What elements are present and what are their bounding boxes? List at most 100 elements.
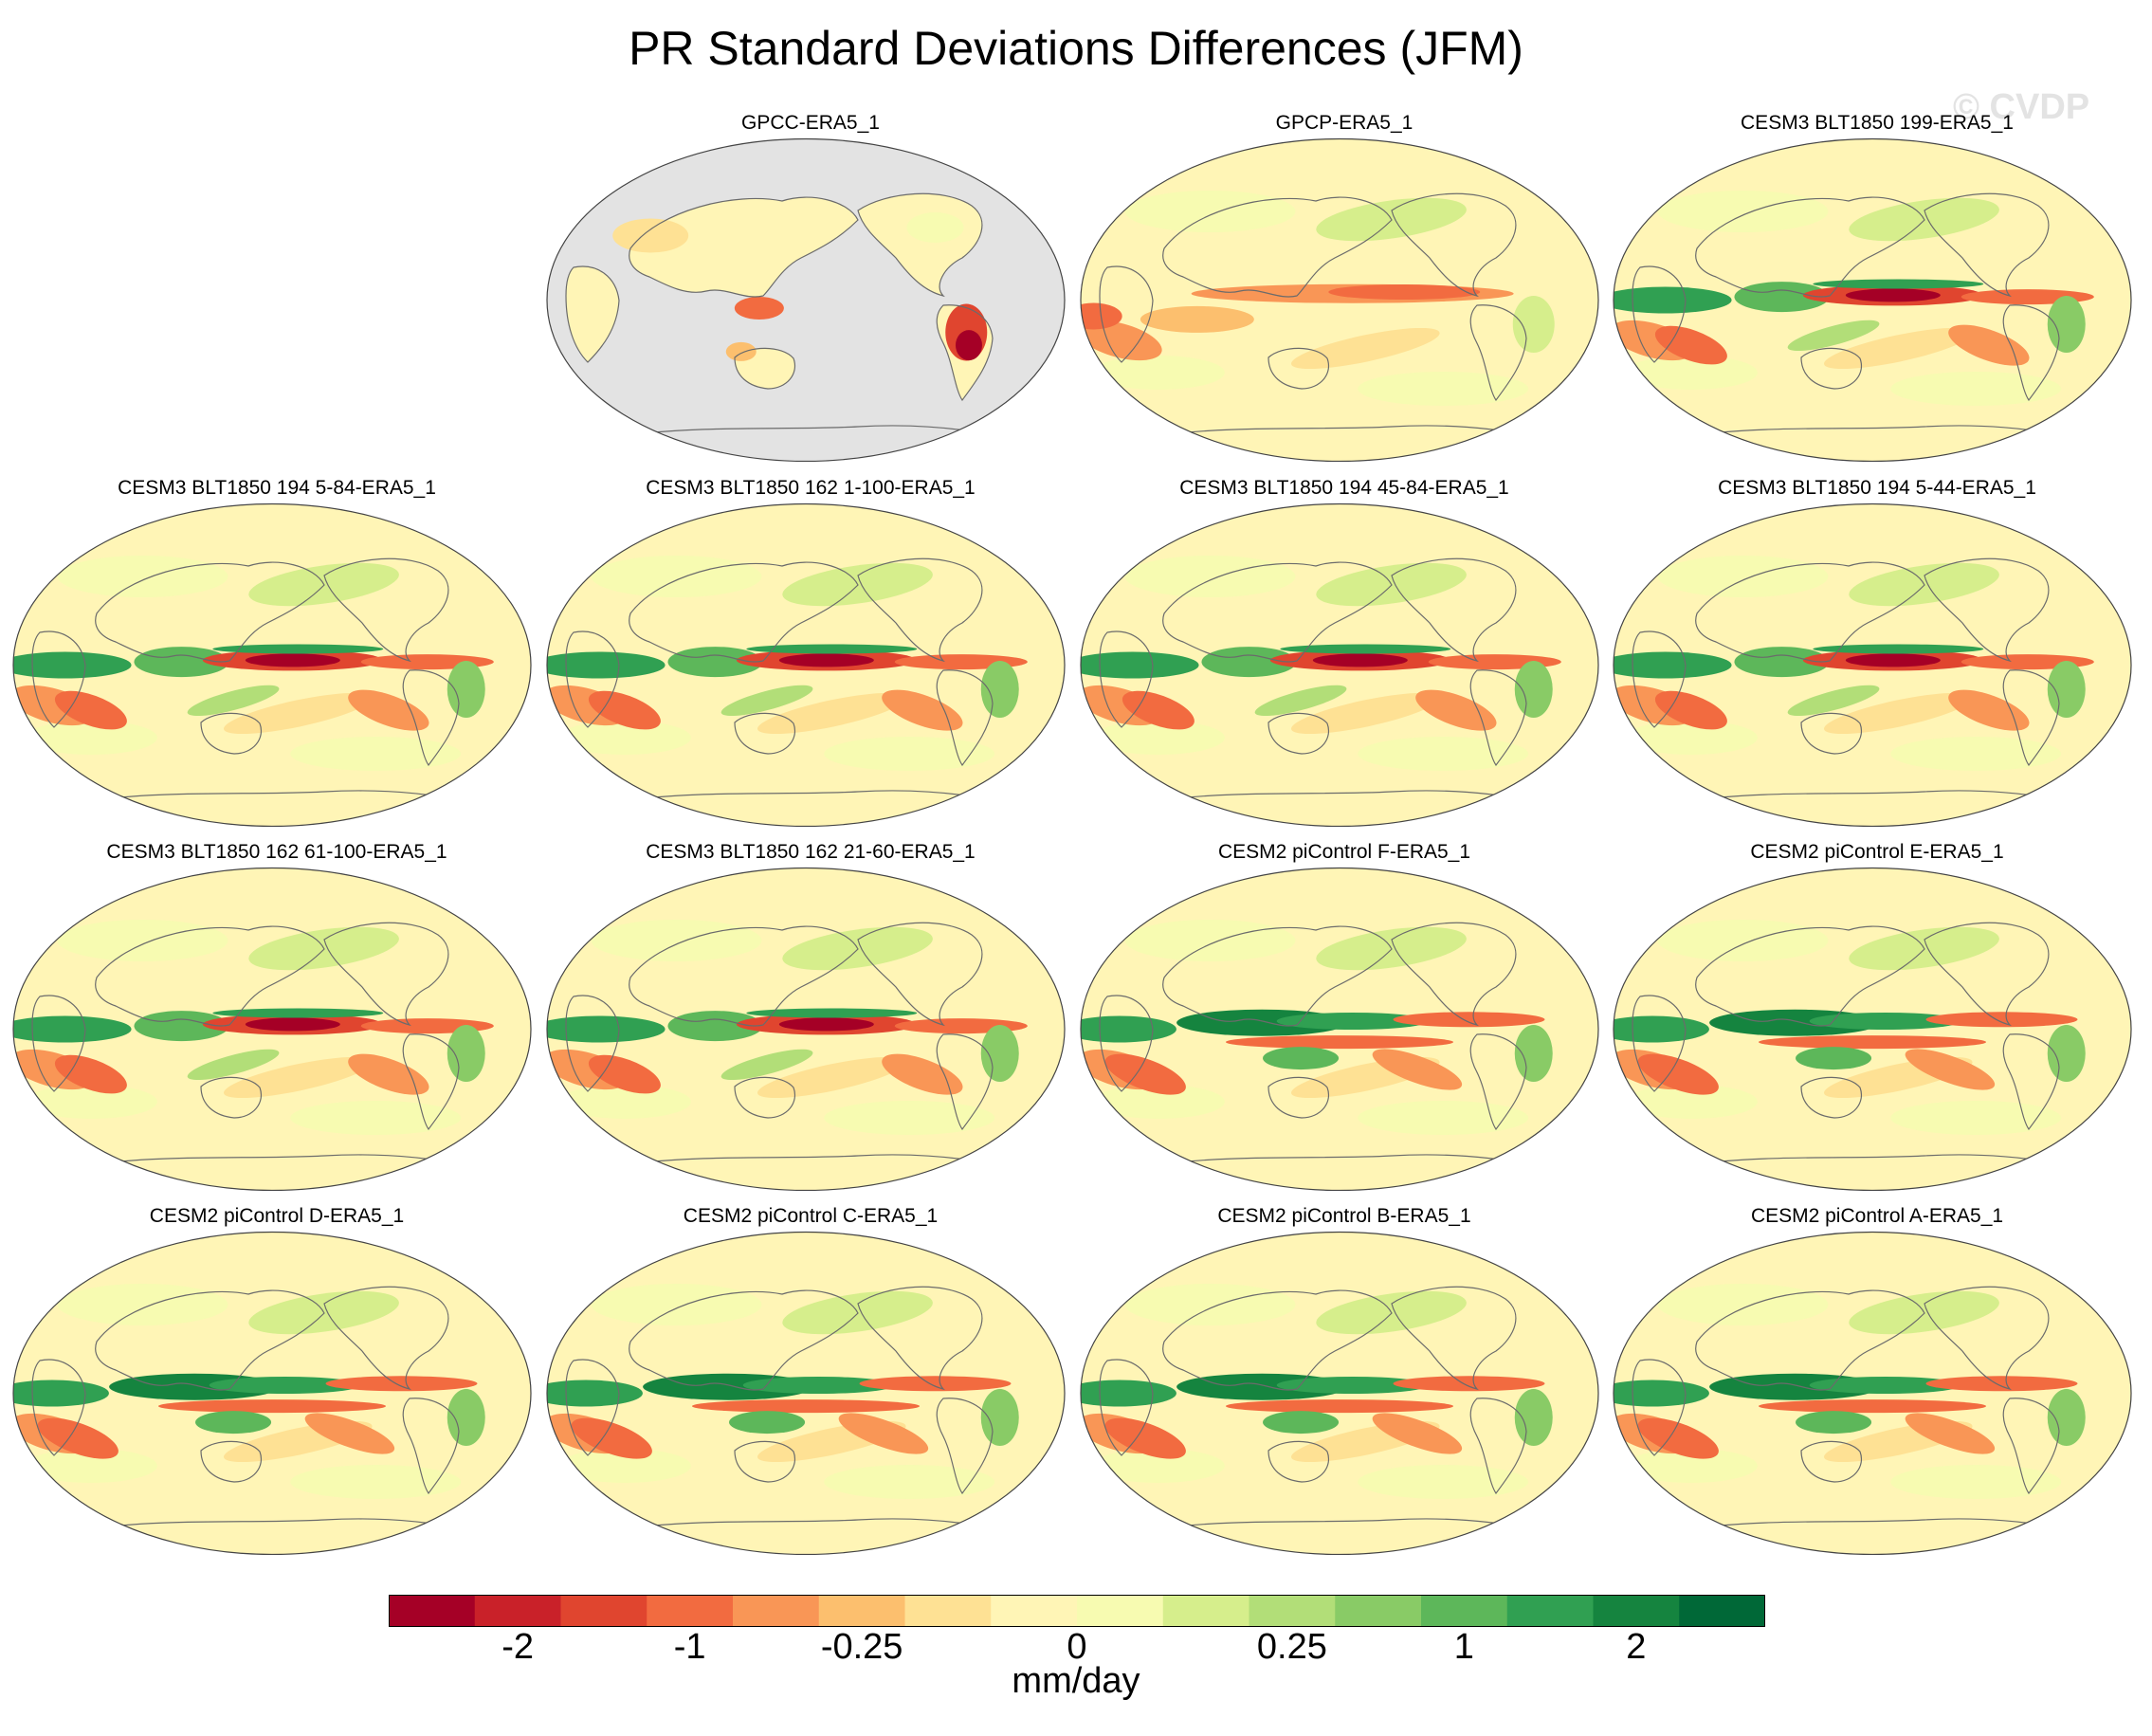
map-field xyxy=(1081,868,1598,1191)
sh-weak-positive xyxy=(24,1085,157,1119)
sh-weak-positive xyxy=(557,721,691,755)
itcz-positive-strip xyxy=(746,1008,918,1018)
panel-title: CESM3 BLT1850 194 5-84-ERA5_1 xyxy=(118,477,436,499)
australia-north-positive xyxy=(1796,1411,1872,1434)
eurasia-coastline-outline xyxy=(629,1289,859,1391)
map-outline xyxy=(546,1231,1066,1555)
central-pacific-positive xyxy=(1809,1013,1961,1030)
south-equatorial-negative xyxy=(1226,1035,1453,1050)
panel-title: GPCC-ERA5_1 xyxy=(741,112,880,134)
map-field xyxy=(1081,1232,1598,1555)
south-indian-negative xyxy=(54,1054,127,1094)
africa-coastline-outline xyxy=(565,630,620,728)
southeast-pacific-negative xyxy=(348,689,429,731)
robinson-map xyxy=(12,867,532,1191)
spcz-positive xyxy=(1787,320,1880,352)
map-field xyxy=(1614,1232,2131,1555)
map-outline xyxy=(546,867,1066,1191)
cvdp-watermark: © CVDP xyxy=(1953,87,2090,127)
colorbar-tick-label: 2 xyxy=(1626,1627,1647,1667)
southern-ocean-weak-positive xyxy=(1358,737,1529,771)
south-america-coastline-outline xyxy=(1469,1398,1527,1495)
southern-ocean-weak-positive xyxy=(824,1465,995,1499)
map-panel: CESM3 BLT1850 194 45-84-ERA5_1 xyxy=(1079,477,1610,830)
map-panel: CESM2 piControl E-ERA5_1 xyxy=(1612,841,2143,1194)
spcz-negative xyxy=(1372,1049,1463,1090)
eurasia-coastline-outline xyxy=(1695,196,1925,298)
central-pacific-positive xyxy=(742,1377,895,1394)
itcz-positive-strip xyxy=(746,644,918,654)
africa-coastline-outline xyxy=(1632,1359,1687,1456)
nh-weak-positive xyxy=(591,1284,762,1325)
colorbar-tick-label: 1 xyxy=(1453,1627,1474,1667)
north-america-coastline-outline xyxy=(1924,557,2050,663)
south-america-coastline-outline xyxy=(2002,1398,2060,1495)
australia-north-positive xyxy=(1263,1047,1340,1070)
colorbar-tick-label: 0 xyxy=(1067,1627,1087,1667)
australia-coastline-outline xyxy=(1800,712,1862,755)
map-field xyxy=(547,868,1065,1191)
colorbar-tick-label: -0.25 xyxy=(820,1627,903,1667)
spcz-positive xyxy=(187,685,280,717)
colorbar-box xyxy=(904,1595,992,1627)
map-panel: CESM2 piControl C-ERA5_1 xyxy=(545,1205,1076,1558)
southern-ocean-weak-positive xyxy=(1890,737,2062,771)
indian-ocean-positive-band xyxy=(1614,1015,1709,1043)
spcz-negative xyxy=(838,1413,929,1454)
map-outline xyxy=(12,867,532,1191)
indian-ocean-negative-band xyxy=(1140,305,1254,333)
sh-weak-positive xyxy=(1624,1085,1758,1119)
southern-ocean-weak-positive xyxy=(824,737,995,771)
south-equatorial-negative xyxy=(1759,1399,1986,1414)
australia-coastline-outline xyxy=(734,1076,795,1119)
south-equatorial-negative xyxy=(1759,1035,1986,1050)
southern-ocean-weak-positive xyxy=(290,1465,462,1499)
robinson-map xyxy=(546,867,1066,1191)
robinson-map xyxy=(1613,867,2132,1191)
spcz-negative xyxy=(1905,1049,1996,1090)
central-pacific-strong-negative xyxy=(1312,653,1408,667)
itcz-positive-strip xyxy=(1280,644,1451,654)
nh-weak-positive xyxy=(1124,556,1296,597)
nh-weak-positive xyxy=(1124,191,1296,232)
panel-title: CESM3 BLT1850 194 5-44-ERA5_1 xyxy=(1718,477,2036,499)
south-indian-negative xyxy=(1104,1053,1186,1095)
colorbar-box xyxy=(1335,1595,1422,1627)
africa-coastline-outline xyxy=(31,1359,86,1456)
map-panel: CESM3 BLT1850 162 21-60-ERA5_1 xyxy=(545,841,1076,1194)
map-field xyxy=(1614,503,2131,827)
panel-title: CESM2 piControl E-ERA5_1 xyxy=(1750,841,2004,863)
north-america-coastline-outline xyxy=(1391,557,1517,663)
south-america-coastline-outline xyxy=(1469,304,1527,402)
southern-ocean-weak-positive xyxy=(1890,1101,2062,1135)
central-pacific-strong-negative xyxy=(778,653,874,667)
maritime-continent-positive xyxy=(134,1011,229,1042)
sh-weak-positive xyxy=(1091,721,1225,755)
panel-title: CESM2 piControl F-ERA5_1 xyxy=(1217,841,1471,863)
eurasia-coastline-outline xyxy=(1695,561,1925,663)
north-america-coastline-outline xyxy=(1924,192,2050,298)
robinson-map xyxy=(1613,137,2132,462)
colorbar-tick-label: -1 xyxy=(673,1627,706,1667)
australia-coastline-outline xyxy=(1267,1076,1329,1119)
north-america-coastline-outline xyxy=(857,192,983,298)
north-america-coastline-outline xyxy=(323,557,449,663)
south-america-positive xyxy=(1514,1025,1553,1082)
south-america-positive xyxy=(2047,661,2086,718)
australia-coastline-outline xyxy=(1800,347,1862,390)
itcz-positive-strip xyxy=(1813,279,1984,289)
south-indian-negative xyxy=(54,690,127,730)
colorbar-box xyxy=(474,1595,561,1627)
central-pacific-strong-negative xyxy=(245,1017,340,1032)
map-field xyxy=(13,1232,531,1555)
central-pacific-strong-negative xyxy=(245,653,340,667)
southeast-pacific-negative xyxy=(1948,689,2030,731)
australia-coastline-outline xyxy=(734,1440,795,1483)
south-indian-negative xyxy=(588,690,661,730)
eurasia-coastline-outline xyxy=(1162,196,1393,298)
map-field xyxy=(13,868,531,1191)
central-pacific-strong-negative xyxy=(1845,288,1941,302)
south-america-positive xyxy=(447,1389,485,1446)
southern-ocean-weak-positive xyxy=(1358,1101,1529,1135)
south-pacific-weak-negative xyxy=(757,692,906,735)
